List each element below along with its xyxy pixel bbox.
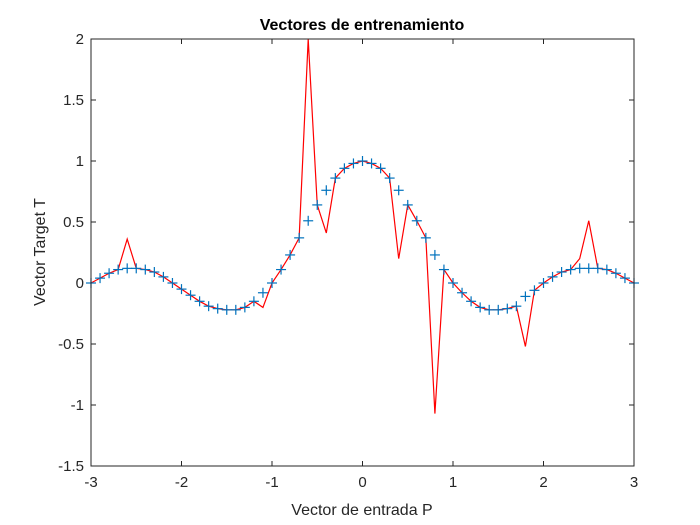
target-point	[339, 163, 350, 174]
target-point	[257, 287, 268, 298]
axes-box	[90, 38, 635, 467]
target-point	[176, 284, 187, 295]
target-point	[276, 264, 287, 275]
target-point	[556, 267, 567, 278]
target-point	[457, 287, 468, 298]
target-point	[140, 264, 151, 275]
target-point	[592, 263, 603, 274]
target-point	[95, 273, 106, 284]
target-point	[411, 215, 422, 226]
target-point	[448, 278, 458, 288]
target-point	[466, 296, 477, 307]
x-tick-label: -3	[84, 474, 97, 491]
target-point	[230, 304, 241, 315]
y-tick-label: 2	[76, 31, 84, 48]
x-tick-label: -2	[175, 474, 188, 491]
target-point	[131, 263, 142, 274]
y-tick-label: 1	[76, 153, 84, 170]
target-point	[438, 264, 449, 275]
target-point	[502, 303, 513, 314]
y-tick-label: 0	[76, 275, 84, 292]
target-point	[294, 232, 305, 243]
x-tick-label: 1	[449, 474, 457, 491]
target-point	[493, 304, 504, 315]
target-point	[248, 296, 259, 307]
target-point	[122, 263, 133, 274]
y-tick-label: -1	[71, 397, 84, 414]
target-point	[185, 290, 196, 301]
target-points-series	[86, 156, 639, 315]
y-tick-labels: -1.5 -1 -0.5 0 0.5 1 1.5 2	[58, 31, 84, 475]
target-point	[194, 296, 205, 307]
target-point	[312, 199, 323, 210]
target-point	[429, 249, 440, 260]
y-tick-label: 1.5	[63, 92, 84, 109]
y-tick-label: -0.5	[58, 336, 84, 353]
target-point	[104, 268, 115, 279]
target-point	[149, 267, 160, 278]
x-tick-label: 0	[358, 474, 366, 491]
x-tick-label: 2	[539, 474, 547, 491]
target-point	[384, 173, 395, 184]
target-point	[601, 264, 612, 275]
target-point	[330, 173, 341, 184]
target-point	[348, 158, 359, 169]
target-point	[212, 303, 223, 314]
target-point	[610, 268, 621, 279]
target-point	[303, 215, 314, 226]
target-point	[357, 156, 368, 166]
x-tick-labels: -3 -2 -1 0 1 2 3	[84, 474, 638, 491]
target-point	[402, 199, 413, 210]
target-point	[221, 304, 232, 315]
target-point	[158, 271, 169, 282]
target-point	[239, 302, 250, 313]
target-point	[475, 302, 486, 313]
x-tick-label: 3	[630, 474, 638, 491]
x-axis-label: Vector de entrada P	[291, 502, 432, 519]
target-point	[511, 301, 522, 312]
target-point	[285, 249, 296, 260]
target-point	[547, 271, 558, 282]
target-point	[538, 278, 549, 288]
target-point	[113, 264, 124, 275]
target-point	[321, 185, 332, 196]
plot-area	[91, 39, 634, 466]
y-tick-label: 0.5	[63, 214, 84, 231]
target-point	[619, 273, 630, 284]
target-point	[203, 301, 214, 312]
target-point	[583, 263, 594, 274]
target-point	[484, 304, 495, 315]
target-point	[565, 264, 576, 275]
y-axis-label: Vector Target T	[32, 198, 49, 306]
target-point	[529, 285, 540, 296]
y-tick-label: -1.5	[58, 458, 84, 475]
x-tick-label: -1	[265, 474, 278, 491]
target-point	[267, 278, 277, 288]
target-point	[366, 158, 377, 169]
target-point	[375, 163, 386, 174]
target-point	[574, 263, 585, 274]
target-point	[167, 278, 178, 288]
target-point	[420, 232, 431, 243]
target-point	[393, 185, 404, 196]
chart-title: Vectores de entrenamiento	[260, 17, 465, 34]
target-point	[520, 291, 531, 302]
